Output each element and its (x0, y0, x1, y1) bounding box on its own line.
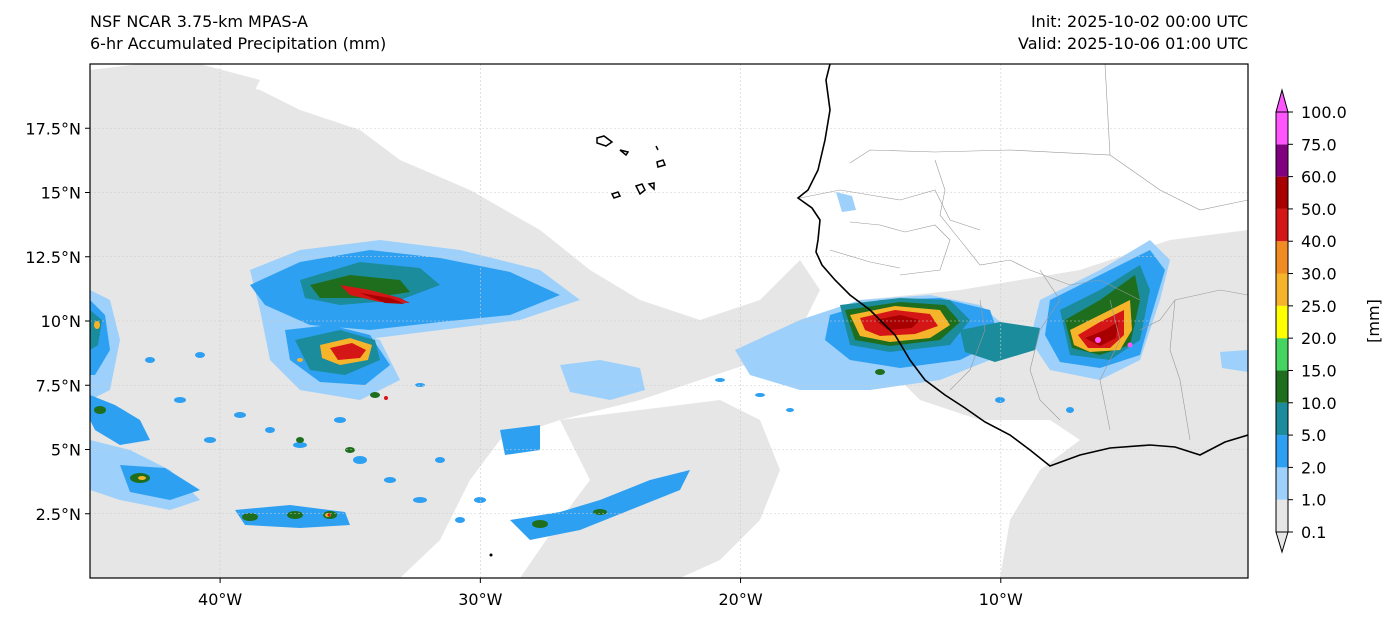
colorbar-max-extension (1275, 88, 1289, 113)
time-info-block: Init: 2025-10-02 00:00 UTC Valid: 2025-1… (1018, 11, 1248, 55)
colorbar-segment (1276, 338, 1288, 371)
model-title: NSF NCAR 3.75-km MPAS-A (90, 12, 308, 31)
colorbar-segment (1276, 305, 1288, 339)
country-borders (799, 64, 1248, 441)
init-time: Init: 2025-10-02 00:00 UTC (1030, 12, 1248, 31)
colorbar-segment (1276, 112, 1288, 145)
colorbar-tick-label: 5.0 (1301, 426, 1326, 445)
colorbar-tick-label: 0.1 (1301, 523, 1326, 542)
convective-cells (94, 321, 1074, 528)
colorbar-segment (1276, 144, 1288, 177)
lon-tick-label: 20°W (718, 590, 762, 609)
precip-100mm (1095, 337, 1133, 348)
colorbar-tick-label: 30.0 (1301, 265, 1337, 284)
lat-tick-label: 7.5°N (36, 376, 81, 395)
lat-tick-label: 17.5°N (25, 119, 81, 138)
colorbar-segment (1276, 370, 1288, 403)
colorbar-tick-label: 20.0 (1301, 329, 1337, 348)
colorbar-tick-label: 40.0 (1301, 232, 1337, 251)
colorbar-tick-label: 15.0 (1301, 361, 1337, 380)
lat-tick-label: 15°N (41, 184, 81, 203)
colorbar-unit-label: [mm] (1364, 299, 1383, 343)
colorbar-tick-label: 100.0 (1301, 103, 1347, 122)
colorbar: 0.1 1.0 2.0 5.0 10.0 15.0 20.0 25.0 30.0 40.0 50.0… (1275, 88, 1347, 554)
colorbar-tick-label: 10.0 (1301, 394, 1337, 413)
colorbar-segment (1276, 467, 1288, 500)
graticule (90, 64, 1248, 578)
colorbar-segment (1276, 402, 1288, 436)
colorbar-min-extension (1275, 531, 1289, 554)
colorbar-segment (1276, 499, 1288, 532)
map-title-block: NSF NCAR 3.75-km MPAS-A 6-hr Accumulated… (90, 11, 386, 55)
small-island (489, 553, 493, 557)
colorbar-tick-label: 1.0 (1301, 491, 1326, 510)
colorbar-tick-label: 75.0 (1301, 135, 1337, 154)
field-title: 6-hr Accumulated Precipitation (mm) (90, 34, 387, 53)
colorbar-tick-label: 60.0 (1301, 168, 1337, 187)
colorbar-segment (1276, 176, 1288, 209)
precip-60mm (360, 293, 1118, 346)
cape-verde-islands (596, 135, 667, 199)
latitude-axis: 2.5°N 5°N 7.5°N 10°N 12.5°N 15°N 17.5°N (25, 119, 90, 524)
colorbar-outline (1275, 111, 1289, 533)
map-panel (90, 64, 1248, 578)
colorbar-segment (1276, 273, 1288, 306)
colorbar-segment (1276, 241, 1288, 274)
colorbar-tick-label: 25.0 (1301, 297, 1337, 316)
lon-tick-label: 10°W (979, 590, 1023, 609)
valid-time: Valid: 2025-10-06 01:00 UTC (1017, 34, 1248, 53)
colorbar-segment (1276, 208, 1288, 242)
lat-tick-label: 12.5°N (25, 248, 81, 267)
lat-tick-label: 10°N (41, 312, 81, 331)
lat-tick-label: 2.5°N (36, 505, 81, 524)
colorbar-tick-label: 50.0 (1301, 200, 1337, 219)
lon-tick-label: 40°W (198, 590, 242, 609)
colorbar-segment (1276, 435, 1288, 468)
colorbar-tick-label: 2.0 (1301, 458, 1326, 477)
lat-tick-label: 5°N (51, 441, 81, 460)
coastline (796, 64, 1248, 467)
longitude-axis: 40°W 30°W 20°W 10°W (198, 578, 1023, 609)
lon-tick-label: 30°W (458, 590, 502, 609)
